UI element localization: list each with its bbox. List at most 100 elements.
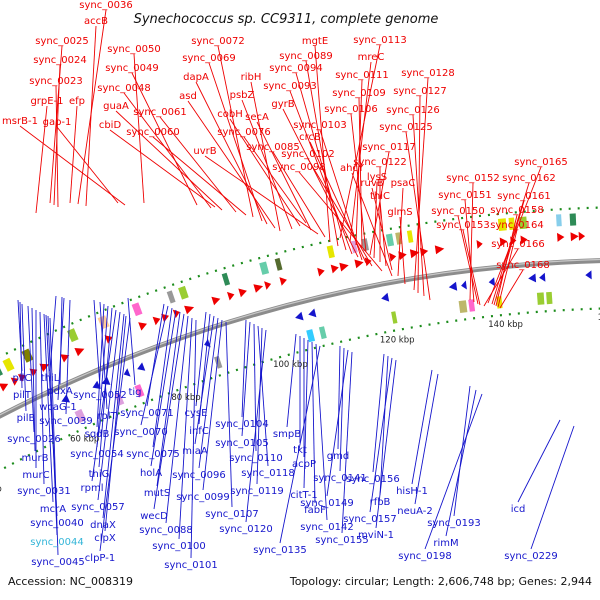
forward-gene-label: grpE-1 <box>30 96 63 107</box>
forward-gene-label: sync_0166 <box>491 239 544 250</box>
forward-gene-arrow <box>330 264 339 274</box>
forward-gene-label: sync_0158 <box>490 205 543 216</box>
reverse-gene-label: rplT <box>97 411 117 422</box>
reverse-leader-line <box>190 319 197 559</box>
forward-gene-label: sync_0036 <box>79 0 132 11</box>
kbp-tick-label: 100 kbp <box>273 360 308 370</box>
reverse-leader-line <box>153 313 185 510</box>
reverse-leader-line <box>517 419 561 503</box>
forward-leader-line <box>282 108 359 258</box>
forward-gene-label: sync_0093 <box>263 81 316 92</box>
kbp-tick-label: 120 kbp <box>380 335 415 345</box>
forward-gene-label: sync_0153 <box>436 220 489 231</box>
reverse-leader-line <box>257 325 269 467</box>
reverse-gene-label: sync_0099 <box>176 492 229 503</box>
reverse-gene-label: rfbB <box>370 497 391 508</box>
reverse-leader-line <box>21 303 27 412</box>
forward-cog-box <box>326 245 335 259</box>
forward-gene-label: sync_0048 <box>97 83 150 94</box>
reverse-leader-line <box>453 385 471 517</box>
forward-gene-label: sync_0111 <box>335 70 388 81</box>
kbp-tick-label: 60 kbp <box>70 435 99 445</box>
forward-leader-line <box>462 229 481 306</box>
reverse-gene-arrow <box>488 277 496 287</box>
forward-leader-line <box>417 95 421 294</box>
reverse-leader-line <box>241 321 251 437</box>
kbp-tick-label: 140 kbp <box>488 320 523 330</box>
reverse-gene-label: sync_0155 <box>315 535 368 546</box>
forward-gene-arrow <box>476 240 483 249</box>
forward-leader-line <box>256 121 312 231</box>
forward-leader-line <box>195 81 268 225</box>
reverse-gene-arrow <box>308 308 317 318</box>
forward-gene-label: sync_0072 <box>191 36 244 47</box>
reverse-gene-label: holA <box>140 468 162 479</box>
forward-gene-arrow <box>60 354 70 363</box>
reverse-gene-label: rimM <box>433 538 458 549</box>
reverse-leader-line <box>91 309 117 482</box>
forward-gene-arrow <box>364 257 372 267</box>
forward-gene-label: sync_0117 <box>362 142 415 153</box>
reverse-gene-label: sync_0070 <box>114 427 167 438</box>
reverse-leader-line <box>245 329 267 523</box>
forward-leader-line <box>399 216 406 285</box>
reverse-leader-line <box>146 303 165 407</box>
forward-gene-label: mgtE <box>302 36 328 47</box>
reverse-cog-box <box>546 291 553 305</box>
forward-leader-line <box>243 136 307 224</box>
forward-leader-line <box>298 171 383 272</box>
forward-gene-label: sync_0023 <box>29 76 82 87</box>
forward-leader-line <box>397 187 404 277</box>
reverse-gene-arrow <box>528 273 537 283</box>
reverse-leader-line <box>49 317 59 556</box>
forward-leader-line <box>187 100 276 229</box>
reverse-leader-line <box>225 321 233 508</box>
reverse-gene-label: sync_0118 <box>241 468 294 479</box>
forward-leader-line <box>371 187 393 271</box>
forward-cog-box <box>259 261 270 275</box>
forward-gene-label: sync_0152 <box>446 173 499 184</box>
map-title: Synechococcus sp. CC9311, complete genom… <box>134 12 439 27</box>
forward-gene-arrow <box>279 277 287 286</box>
reverse-leader-line <box>165 315 189 524</box>
forward-gene-label: psaC <box>391 178 416 189</box>
forward-gene-label: efp <box>69 96 85 107</box>
forward-gene-arrow <box>10 377 19 386</box>
forward-gene-label: sync_0102 <box>281 149 334 160</box>
forward-gene-label: glmS <box>387 207 412 218</box>
forward-gene-label: sync_0164 <box>490 220 543 231</box>
forward-leader-line <box>309 141 367 264</box>
reverse-leader-line <box>97 311 121 501</box>
forward-leader-line <box>369 151 390 256</box>
reverse-leader-line <box>19 301 23 389</box>
forward-gene-label: sync_0060 <box>126 127 179 138</box>
forward-leader-line <box>217 45 254 218</box>
reverse-leader-line <box>99 317 131 552</box>
forward-gene-label: sync_0126 <box>386 105 439 116</box>
forward-gene-label: cbiD <box>99 120 122 131</box>
forward-leader-line <box>412 114 425 297</box>
forward-leader-line <box>469 182 474 301</box>
reverse-gene-arrow <box>123 368 131 377</box>
reverse-gene-label: clpX <box>94 533 116 544</box>
forward-cog-box <box>67 328 79 343</box>
reverse-leader-line <box>369 357 393 513</box>
forward-gene-arrow <box>0 383 9 392</box>
reverse-leader-line <box>96 305 109 448</box>
reverse-gene-label: sync_0075 <box>126 449 179 460</box>
reverse-gene-label: murC <box>22 470 49 481</box>
forward-leader-line <box>115 110 223 211</box>
reverse-gene-label: sync_0157 <box>343 514 396 525</box>
reverse-leader-line <box>195 311 207 407</box>
reverse-gene-label: sync_0142 <box>300 522 353 533</box>
reverse-gene-label: sync_0040 <box>30 518 83 529</box>
reverse-gene-label: sync_0198 <box>398 551 451 562</box>
forward-gene-arrow <box>557 232 565 242</box>
reverse-gene-label: rpml <box>81 483 104 494</box>
reverse-leader-line <box>43 313 54 503</box>
reverse-gene-arrow <box>92 380 101 389</box>
forward-leader-line <box>373 181 378 259</box>
reverse-gene-label: dnaX <box>90 520 116 531</box>
